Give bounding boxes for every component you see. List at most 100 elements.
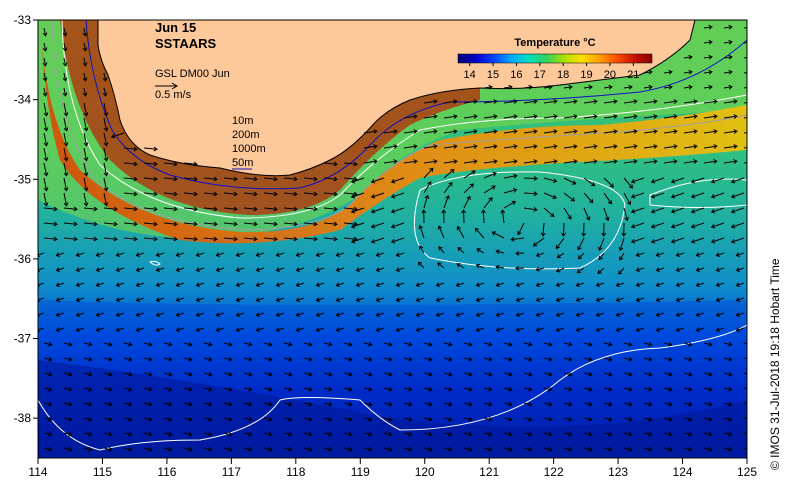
current-vector — [743, 387, 747, 390]
current-vector — [396, 312, 405, 317]
current-vector — [283, 387, 292, 391]
current-vector — [543, 342, 552, 346]
current-vector — [503, 175, 517, 179]
current-vector-head — [328, 356, 333, 362]
current-vector-head — [433, 144, 438, 149]
current-vector-head — [193, 191, 198, 197]
current-vector-head — [393, 144, 398, 149]
current-vector — [683, 100, 697, 104]
current-vector — [603, 86, 612, 89]
current-vector — [403, 387, 412, 391]
current-vector-head — [648, 416, 653, 422]
y-tick-label: -35 — [14, 172, 32, 186]
current-vector-head — [115, 327, 121, 332]
current-vector-head — [695, 282, 701, 287]
current-vector-head — [708, 341, 713, 347]
current-vector-head — [268, 416, 273, 422]
current-vector — [96, 252, 105, 257]
current-vector-head — [175, 327, 181, 332]
current-vector-head — [43, 202, 49, 207]
current-vector-head — [577, 245, 582, 251]
current-vector-head — [749, 85, 752, 89]
current-vector-head — [668, 401, 673, 407]
current-vector — [343, 372, 352, 376]
current-vector-head — [148, 416, 153, 422]
current-vector-head — [368, 401, 373, 407]
current-vector — [651, 237, 665, 243]
current-vector-head — [113, 236, 118, 242]
current-vector — [443, 182, 453, 194]
current-vector-head — [728, 39, 733, 45]
current-vector-head — [748, 372, 751, 376]
current-vector — [516, 312, 525, 317]
current-vector-head — [749, 70, 752, 74]
current-vector-head — [110, 133, 116, 139]
current-vector — [511, 237, 525, 241]
current-vector-head — [728, 84, 733, 90]
current-vector-head — [395, 312, 401, 317]
current-vector — [476, 282, 485, 287]
current-vector-head — [488, 197, 493, 202]
current-vector — [503, 372, 512, 376]
current-vector — [283, 432, 292, 436]
current-vector-head — [268, 446, 273, 452]
current-vector-head — [693, 99, 698, 104]
current-vector — [683, 432, 692, 436]
current-vector-head — [608, 386, 613, 392]
current-vector-head — [568, 446, 573, 452]
current-vector-head — [103, 127, 109, 132]
current-vector-head — [368, 371, 373, 377]
current-vector — [438, 246, 445, 254]
current-vector-head — [733, 99, 738, 104]
current-vector — [583, 115, 597, 119]
current-vector — [123, 342, 132, 346]
current-vector-head — [655, 327, 661, 332]
current-vector-head — [268, 371, 273, 377]
current-vector — [556, 267, 565, 272]
current-vector — [43, 417, 52, 421]
current-vector-head — [608, 84, 613, 90]
current-vector — [671, 222, 685, 228]
current-vector — [243, 432, 252, 436]
current-vector — [376, 282, 385, 287]
current-vector — [283, 207, 297, 210]
x-tick-label: 121 — [479, 465, 499, 479]
current-vector-head — [624, 216, 630, 222]
current-vector — [563, 432, 572, 436]
current-vector-head — [748, 417, 751, 421]
current-vector-head — [708, 69, 713, 75]
current-vector-head — [628, 446, 633, 452]
current-vector — [723, 357, 732, 361]
current-vector — [83, 387, 92, 391]
current-vector — [423, 168, 434, 179]
current-vector-head — [68, 386, 73, 392]
current-vector — [296, 312, 305, 317]
current-vector-head — [375, 252, 381, 257]
current-vector-head — [328, 341, 333, 347]
current-vector-head — [552, 178, 558, 184]
current-vector-head — [370, 238, 376, 244]
current-vector-head — [208, 416, 213, 422]
current-vector-head — [95, 252, 101, 257]
current-vector — [423, 181, 432, 194]
current-vector-head — [148, 356, 153, 362]
current-vector-head — [235, 312, 241, 317]
current-vector-head — [535, 297, 541, 302]
current-vector — [276, 297, 285, 302]
current-vector — [236, 252, 245, 257]
current-vector — [663, 372, 672, 376]
current-vector-head — [43, 187, 49, 192]
current-vector — [83, 192, 88, 206]
current-vector-head — [710, 193, 716, 199]
current-vector-head — [495, 312, 501, 317]
current-vector-head — [748, 432, 751, 436]
current-vector — [123, 222, 137, 225]
current-vector-head — [42, 32, 48, 37]
current-vector — [496, 266, 505, 269]
current-vector-head — [428, 356, 433, 362]
current-vector — [103, 357, 112, 361]
current-vector-head — [710, 223, 716, 229]
current-vector — [743, 357, 747, 360]
current-vector — [576, 297, 585, 302]
current-vector — [543, 357, 552, 361]
